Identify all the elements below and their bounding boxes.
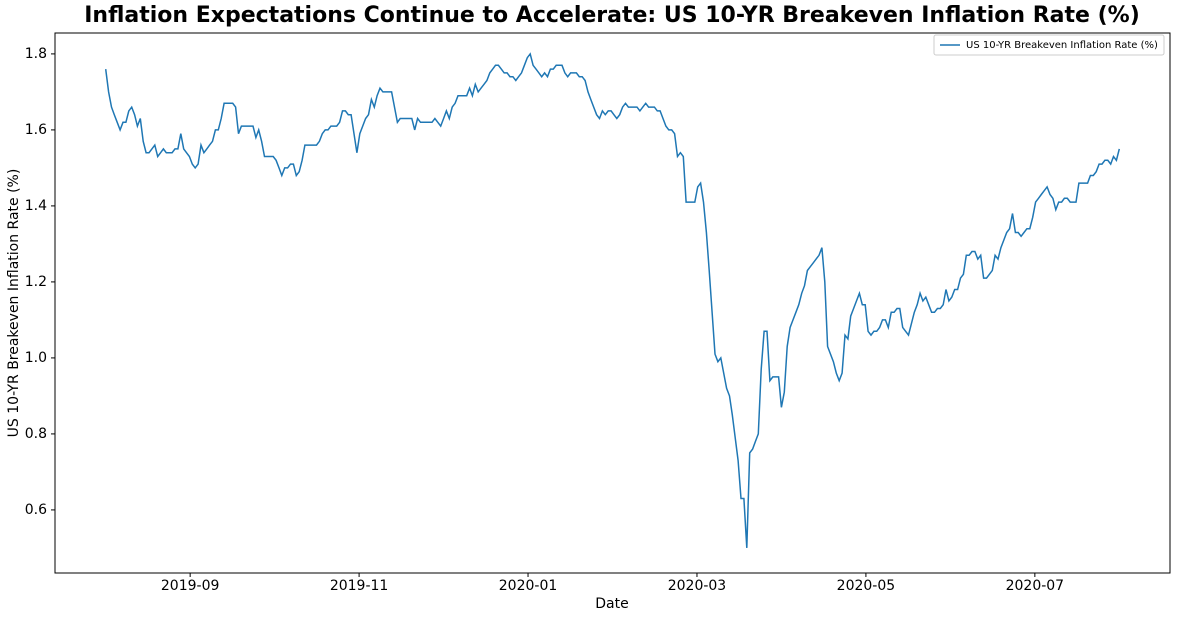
x-tick-label: 2020-05 xyxy=(837,578,896,594)
x-tick-label: 2020-07 xyxy=(1006,578,1065,594)
data-line xyxy=(104,52,1121,548)
chart-title: Inflation Expectations Continue to Accel… xyxy=(84,3,1140,28)
y-tick-label: 1.6 xyxy=(25,122,47,138)
x-tick-label: 2020-01 xyxy=(499,578,558,594)
x-tick-label: 2019-11 xyxy=(330,578,389,594)
plot-frame xyxy=(54,32,1171,574)
x-tick-label: 2019-09 xyxy=(161,578,220,594)
y-axis-label: US 10-YR Breakeven Inflation Rate (%) xyxy=(6,169,22,438)
legend-label: US 10-YR Breakeven Inflation Rate (%) xyxy=(966,40,1158,51)
y-tick-label: 1.2 xyxy=(25,274,47,290)
legend-box xyxy=(933,34,1165,56)
y-tick-label: 1.8 xyxy=(25,46,47,62)
x-axis-label: Date xyxy=(595,596,628,612)
y-tick-label: 0.6 xyxy=(25,502,47,518)
y-tick-label: 1.0 xyxy=(25,350,47,366)
y-tick-label: 0.8 xyxy=(25,426,47,442)
x-tick-label: 2020-03 xyxy=(668,578,727,594)
y-tick-label: 1.4 xyxy=(25,198,47,214)
